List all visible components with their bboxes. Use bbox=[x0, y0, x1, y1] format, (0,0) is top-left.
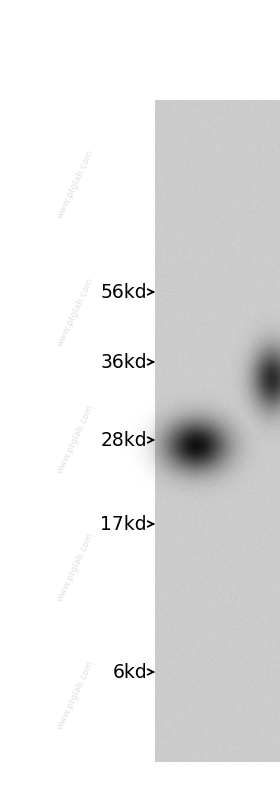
Text: 56kd: 56kd bbox=[100, 283, 147, 301]
Text: 6kd: 6kd bbox=[112, 662, 147, 682]
Text: www.ptglab.com: www.ptglab.com bbox=[56, 148, 95, 220]
Text: www.ptglab.com: www.ptglab.com bbox=[56, 659, 95, 731]
Text: 36kd: 36kd bbox=[100, 352, 147, 372]
Text: www.ptglab.com: www.ptglab.com bbox=[56, 276, 95, 348]
Text: www.ptglab.com: www.ptglab.com bbox=[56, 403, 95, 475]
Text: www.ptglab.com: www.ptglab.com bbox=[56, 531, 95, 603]
Text: 17kd: 17kd bbox=[100, 515, 147, 534]
Text: 28kd: 28kd bbox=[100, 431, 147, 450]
